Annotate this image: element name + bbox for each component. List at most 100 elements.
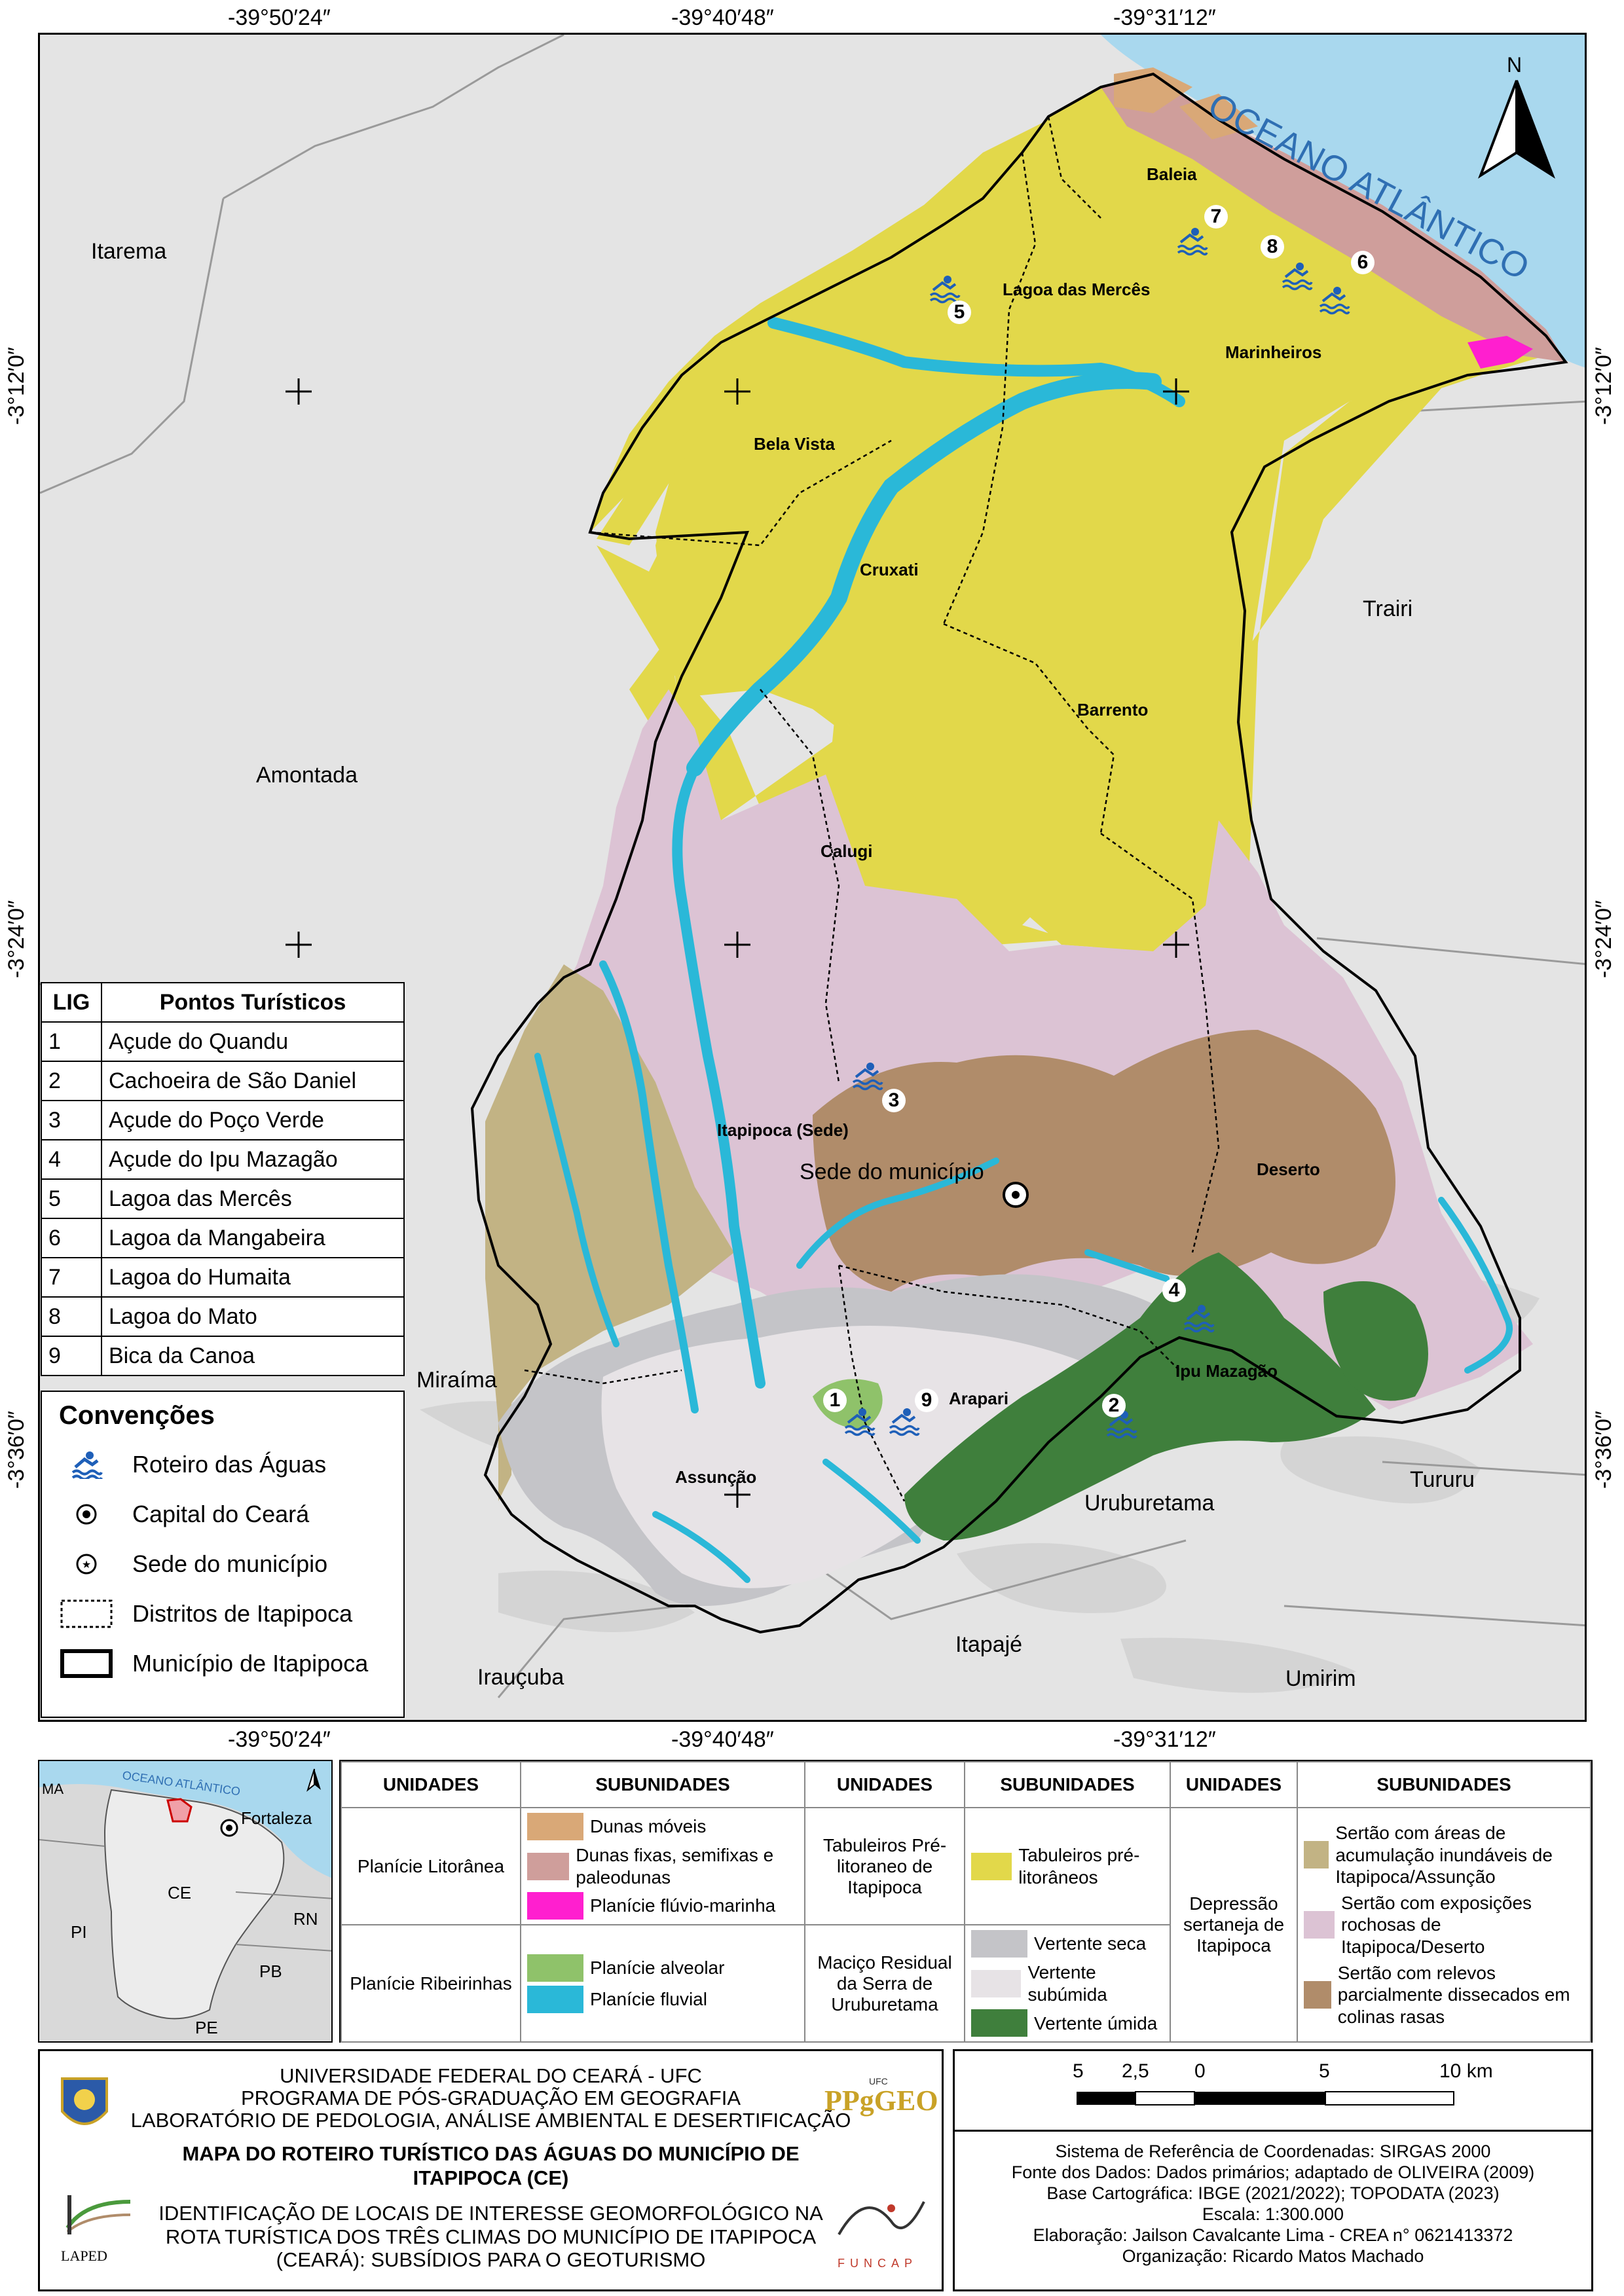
lig-name: Açude do Ipu Mazagão — [101, 1139, 405, 1180]
convention-item: Capital do Ceará — [60, 1498, 309, 1531]
point-number: 7 — [1204, 205, 1228, 228]
inset-label: MA — [42, 1781, 64, 1797]
swatch-planicie-fluvial — [527, 1985, 583, 2013]
inset-label: PB — [259, 1961, 282, 1981]
lig-row: 6 Lagoa da Mangabeira — [41, 1218, 405, 1258]
pontos-header: Pontos Turísticos — [101, 982, 405, 1023]
scale-tick: 0 — [1194, 2060, 1206, 2082]
bottom-lon-label: -39°31′12″ — [1113, 1727, 1216, 1752]
district-boundary-icon — [60, 1599, 113, 1628]
swimmer-icon[interactable] — [889, 1408, 920, 1436]
lig-row: 3 Açude do Poço Verde — [41, 1100, 405, 1140]
legend-header: SUBUNIDADES — [520, 1761, 805, 1808]
laped-logo-icon — [58, 2182, 137, 2248]
legend-subunits: Dunas móveis Dunas fixas, semifixas e pa… — [520, 1806, 805, 1926]
north-arrow-icon — [1477, 80, 1556, 179]
district-label: Barrento — [1077, 700, 1149, 720]
sertao-relevos — [813, 1030, 1395, 1292]
legend-unit: Maciço Residual da Serra de Uruburetama — [804, 1924, 965, 2043]
institution-line: PROGRAMA DE PÓS-GRADUAÇÃO EM GEOGRAFIA — [240, 2086, 741, 2109]
legend-subunits: Tabuleiros pré-litorâneos — [964, 1806, 1171, 1926]
district-label: Marinheiros — [1225, 342, 1322, 362]
district-label: Lagoa das Mercês — [1003, 280, 1151, 299]
vertente-subumida — [601, 1326, 1088, 1588]
district-label: Calugi — [821, 841, 873, 861]
swimmer-icon[interactable] — [1282, 263, 1313, 291]
lig-id: 6 — [41, 1218, 102, 1258]
right-lat-label: -3°36′0″ — [1591, 1411, 1616, 1489]
municipality-label: Amontada — [256, 763, 358, 788]
swimmer-icon[interactable] — [1183, 1305, 1215, 1333]
swatch-vertente-subumida — [971, 1969, 1022, 1997]
north-label: N — [1507, 53, 1522, 77]
swimmer-icon[interactable] — [852, 1063, 883, 1091]
lig-name: Lagoa da Mangabeira — [101, 1218, 405, 1258]
swimmer-icon[interactable] — [1319, 287, 1350, 315]
lig-name: Açude do Poço Verde — [101, 1100, 405, 1140]
metadata-line: Sistema de Referência de Coordenadas: SI… — [1055, 2141, 1491, 2161]
point-number: 1 — [823, 1389, 847, 1412]
inset-north-icon — [306, 1768, 321, 1792]
lig-id: 4 — [41, 1139, 102, 1180]
lig-id: 5 — [41, 1178, 102, 1219]
legend-table: UNIDADES SUBUNIDADES UNIDADES SUBUNIDADE… — [339, 1760, 1593, 2043]
legend-header: SUBUNIDADES — [964, 1761, 1171, 1808]
left-lat-label: -3°12′0″ — [4, 347, 29, 425]
swatch-sertao-acumulacao — [1304, 1841, 1329, 1869]
lig-id: 2 — [41, 1061, 102, 1101]
municipality-label: Itarema — [91, 239, 167, 264]
municipality-label: Uruburetama — [1084, 1491, 1215, 1516]
legend-unit: Planície Litorânea — [341, 1806, 521, 1926]
inset-map: OCEANO ATLÂNTICO MA Fortaleza CE PI RN P… — [38, 1760, 333, 2043]
district-boundaries — [524, 116, 1220, 1502]
metadata-line: Base Cartográfica: IBGE (2021/2022); TOP… — [1046, 2183, 1500, 2203]
lig-row: 7 Lagoa do Humaita — [41, 1257, 405, 1298]
lig-row: 8 Lagoa do Mato — [41, 1296, 405, 1337]
swimmer-icon[interactable] — [1106, 1411, 1137, 1439]
lig-id: 1 — [41, 1021, 102, 1062]
lig-name: Açude do Quandu — [101, 1021, 405, 1062]
planicie-fluvio-marinha — [1467, 336, 1533, 369]
ppgeo-logo-sub: UFC — [869, 2076, 888, 2086]
swatch-planicie-fluvio-marinha — [527, 1892, 583, 1920]
seat-icon: ★ — [60, 1551, 113, 1577]
lig-id: 7 — [41, 1257, 102, 1298]
scale-tick: 10 km — [1439, 2060, 1493, 2082]
institution-panel: UNIVERSIDADE FEDERAL DO CEARÁ - UFC PROG… — [38, 2049, 944, 2291]
swatch-sertao-relevos — [1304, 1980, 1331, 2009]
laped-logo-text: LAPED — [61, 2248, 107, 2264]
capital-icon — [60, 1501, 113, 1527]
scale-tick: 5 — [1319, 2060, 1330, 2082]
project-title: IDENTIFICAÇÃO DE LOCAIS DE INTERESSE GEO… — [158, 2202, 823, 2272]
swimmer-icon — [60, 1450, 113, 1479]
scale-tick: 5 — [1073, 2060, 1084, 2082]
district-label: Arapari — [949, 1389, 1009, 1408]
lig-name: Lagoa das Mercês — [101, 1178, 405, 1219]
seat-symbol — [1003, 1182, 1029, 1208]
point-number: 6 — [1351, 251, 1375, 274]
municipality-label: Itapajé — [955, 1632, 1023, 1657]
left-lat-label: -3°24′0″ — [4, 900, 29, 978]
ppgeo-logo: PPgGEO — [824, 2085, 938, 2117]
conventions-title: Convenções — [59, 1401, 215, 1430]
swatch-sertao-exposicoes — [1304, 1911, 1335, 1939]
map-title: MAPA DO ROTEIRO TURÍSTICO DAS ÁGUAS DO M… — [182, 2142, 800, 2190]
district-label: Ipu Mazagão — [1175, 1361, 1278, 1381]
swimmer-icon[interactable] — [844, 1408, 876, 1436]
legend-unit: Planície Ribeirinhas — [341, 1924, 521, 2043]
itapipoca-boundary — [470, 72, 1568, 1634]
inset-label: PI — [71, 1922, 87, 1942]
lig-name: Lagoa do Humaita — [101, 1257, 405, 1298]
swimmer-icon[interactable] — [1177, 228, 1208, 256]
legend-header: UNIDADES — [341, 1761, 521, 1808]
legend-header: UNIDADES — [804, 1761, 965, 1808]
svg-text:★: ★ — [82, 1559, 91, 1571]
lig-row: 1 Açude do Quandu — [41, 1021, 405, 1062]
inset-label: CE — [168, 1883, 192, 1903]
swatch-dunas-fixas — [527, 1852, 570, 1880]
swatch-vertente-seca — [971, 1930, 1027, 1958]
point-number: 4 — [1162, 1279, 1186, 1302]
point-number: 3 — [882, 1089, 906, 1112]
district-label: Assunção — [675, 1467, 757, 1487]
swatch-planicie-alveolar — [527, 1954, 583, 1982]
